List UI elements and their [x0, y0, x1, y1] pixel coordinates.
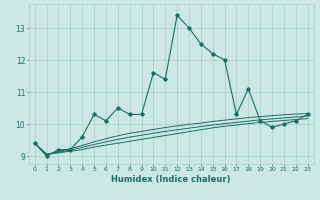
- X-axis label: Humidex (Indice chaleur): Humidex (Indice chaleur): [111, 175, 231, 184]
